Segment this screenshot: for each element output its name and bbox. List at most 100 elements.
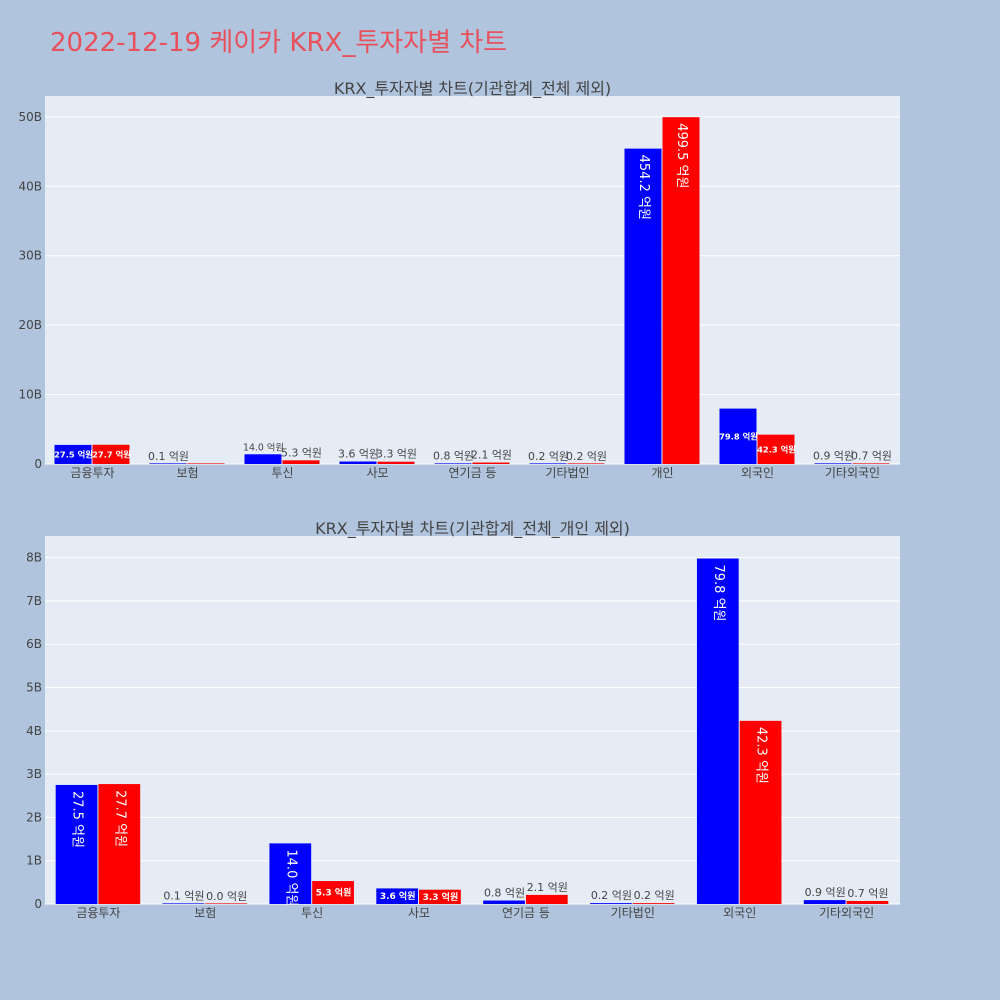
bar <box>55 784 98 904</box>
data-label: 0.7 억원 <box>847 887 888 900</box>
data-label: 42.3 억원 <box>754 727 769 784</box>
data-label: 27.5 억원 <box>54 449 93 459</box>
y-tick-label: 3B <box>26 767 42 781</box>
data-label: 2.1 억원 <box>527 881 568 894</box>
data-label: 0.9 억원 <box>813 449 854 462</box>
bar <box>846 900 889 904</box>
bar <box>719 408 757 464</box>
data-label: 5.3 억원 <box>316 887 352 899</box>
x-tick-label: 기타외국인 <box>819 906 874 920</box>
x-tick-label: 보험 <box>194 906 216 920</box>
y-tick-label: 7B <box>26 594 42 608</box>
y-tick-label: 4B <box>26 724 42 738</box>
data-label: 27.7 억원 <box>92 449 131 459</box>
data-label: 27.5 억원 <box>70 791 85 848</box>
bar <box>529 463 567 464</box>
x-tick-label: 연기금 등 <box>502 906 550 920</box>
y-tick-label: 30B <box>18 249 42 263</box>
bar <box>98 784 141 904</box>
y-tick-label: 0 <box>34 457 42 471</box>
y-tick-label: 0 <box>34 897 42 911</box>
x-tick-label: 사모 <box>408 906 430 920</box>
data-label: 79.8 억원 <box>711 565 726 622</box>
bar <box>149 463 187 464</box>
y-tick-label: 20B <box>18 318 42 332</box>
chart-1: 0 10B 20B 30B 40B 50B KRX_투자자별 차트(기관합계_전체 제외) 금… <box>18 79 900 480</box>
data-label: 0.2 억원 <box>634 889 675 902</box>
y-tick-label: 5B <box>26 681 42 695</box>
data-label: 3.6 억원 <box>338 448 379 461</box>
bar <box>814 463 852 464</box>
bar <box>162 903 205 904</box>
data-label: 0.0 억원 <box>206 890 247 903</box>
x-tick-label: 외국인 <box>741 466 774 480</box>
bar <box>419 889 461 904</box>
data-label: 14.0 억원 <box>283 849 298 906</box>
bar <box>244 454 282 464</box>
bar <box>282 460 320 464</box>
bar <box>377 461 415 464</box>
bar <box>312 881 354 904</box>
data-label: 42.3 억원 <box>757 444 796 454</box>
y-tick-label: 6B <box>26 637 42 651</box>
y-tick-label: 40B <box>18 179 42 193</box>
x-tick-label: 외국인 <box>723 906 756 920</box>
chart-2: 0 1B 2B 3B 4B 5B 6B 7B 8B KRX_투자자별 차트(기관합계_전체_개인 … <box>26 519 900 920</box>
bar <box>472 462 510 464</box>
data-label: 0.2 억원 <box>528 450 569 463</box>
data-label: 27.7 억원 <box>112 790 127 847</box>
bar <box>483 900 525 904</box>
bar <box>632 903 675 904</box>
data-label: 0.1 억원 <box>163 890 204 903</box>
bar <box>525 894 568 904</box>
y-tick-label: 1B <box>26 854 42 868</box>
x-tick-label: 개인 <box>651 466 673 480</box>
y-tick-label: 10B <box>18 388 42 402</box>
bar <box>434 463 472 464</box>
bar <box>696 558 739 904</box>
data-label: 79.8 억원 <box>719 431 758 441</box>
data-label: 0.7 억원 <box>851 450 892 463</box>
y-tick-label: 50B <box>18 110 42 124</box>
data-label: 454.2 억원 <box>636 155 651 220</box>
bar <box>187 463 225 464</box>
data-label: 0.8 억원 <box>433 449 474 462</box>
chart-title: KRX_투자자별 차트(기관합계_전체_개인 제외) <box>315 519 630 539</box>
x-tick-label: 사모 <box>366 466 388 480</box>
data-label: 0.2 억원 <box>591 889 632 902</box>
data-label: 3.3 억원 <box>423 891 459 903</box>
bar <box>757 434 795 464</box>
bar <box>339 461 377 464</box>
data-label: 3.3 억원 <box>376 448 417 461</box>
bar <box>662 117 700 464</box>
bar <box>590 903 632 904</box>
y-tick-label: 2B <box>26 810 42 824</box>
data-label: 5.3 억원 <box>281 446 322 459</box>
data-label: 2.1 억원 <box>471 449 512 462</box>
bar <box>92 444 130 464</box>
bar <box>205 903 248 904</box>
bar <box>739 720 782 904</box>
data-label: 14.0 억원 <box>243 441 284 453</box>
data-label: 0.9 억원 <box>805 886 846 899</box>
data-label: 499.5 억원 <box>674 123 689 188</box>
x-tick-label: 투신 <box>301 906 323 920</box>
x-tick-label: 금융투자 <box>70 466 114 480</box>
bar <box>624 148 662 464</box>
data-label: 0.8 억원 <box>484 887 525 900</box>
chart-title: KRX_투자자별 차트(기관합계_전체 제외) <box>334 79 611 99</box>
x-tick-label: 금융투자 <box>76 906 120 920</box>
bar <box>376 888 419 904</box>
plot-area <box>45 96 900 464</box>
bar <box>269 843 312 904</box>
x-tick-label: 보험 <box>176 466 198 480</box>
bar <box>567 463 605 464</box>
data-label: 0.1 억원 <box>148 450 189 463</box>
bar <box>54 444 92 464</box>
x-tick-label: 기타법인 <box>611 906 655 920</box>
x-tick-label: 기타법인 <box>545 466 589 480</box>
x-tick-label: 투신 <box>271 466 293 480</box>
x-tick-label: 기타외국인 <box>825 466 880 480</box>
data-label: 0.2 억원 <box>566 450 607 463</box>
